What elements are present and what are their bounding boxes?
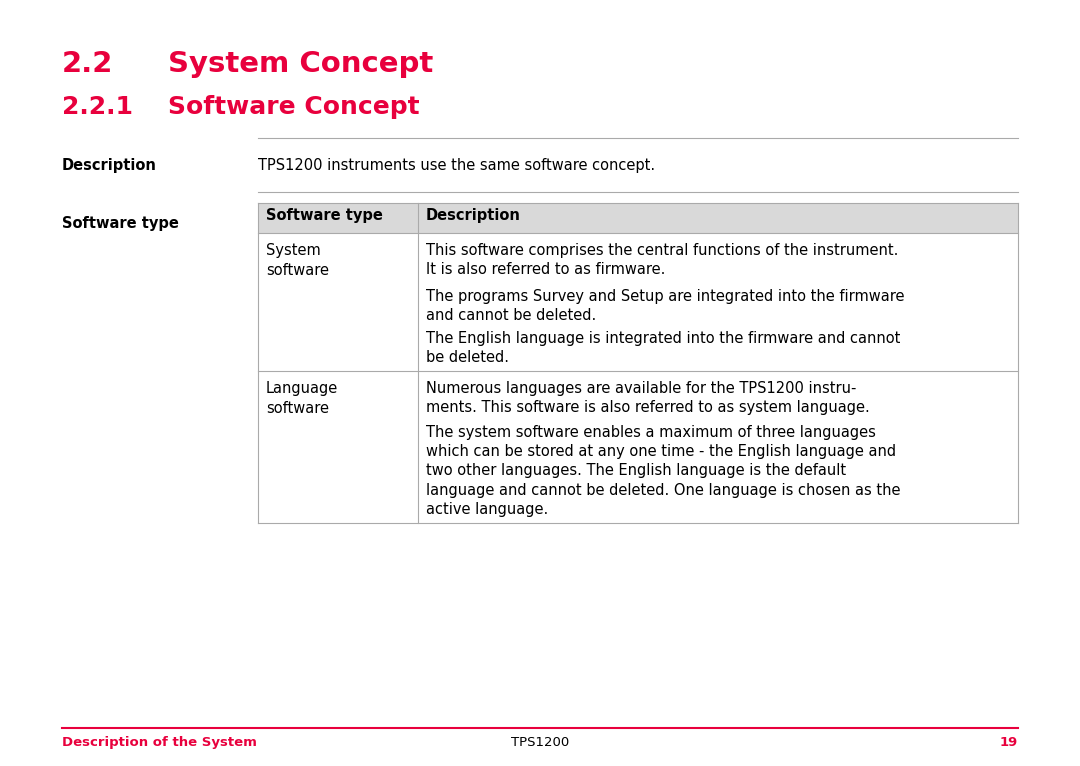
Text: Software Concept: Software Concept	[168, 95, 420, 119]
Text: 19: 19	[1000, 736, 1018, 749]
Text: Numerous languages are available for the TPS1200 instru-
ments. This software is: Numerous languages are available for the…	[426, 381, 869, 415]
Text: System
software: System software	[266, 243, 329, 278]
Bar	[258, 203, 1018, 233]
Text: The system software enables a maximum of three languages
which can be stored at : The system software enables a maximum of…	[426, 425, 901, 517]
Text: Software type: Software type	[266, 208, 383, 223]
Text: This software comprises the central functions of the instrument.
It is also refe: This software comprises the central func…	[426, 243, 899, 277]
Text: Description: Description	[62, 158, 157, 173]
Text: System Concept: System Concept	[168, 50, 433, 78]
Text: The English language is integrated into the firmware and cannot
be deleted.: The English language is integrated into …	[426, 331, 901, 365]
Text: 2.2: 2.2	[62, 50, 113, 78]
Text: TPS1200: TPS1200	[511, 736, 569, 749]
Text: Description of the System: Description of the System	[62, 736, 257, 749]
Text: Software type: Software type	[62, 216, 179, 231]
Text: Description: Description	[426, 208, 521, 223]
Text: TPS1200 instruments use the same software concept.: TPS1200 instruments use the same softwar…	[258, 158, 656, 173]
Text: The programs Survey and Setup are integrated into the firmware
and cannot be del: The programs Survey and Setup are integr…	[426, 289, 905, 323]
Text: Language
software: Language software	[266, 381, 338, 416]
Text: 2.2.1: 2.2.1	[62, 95, 133, 119]
